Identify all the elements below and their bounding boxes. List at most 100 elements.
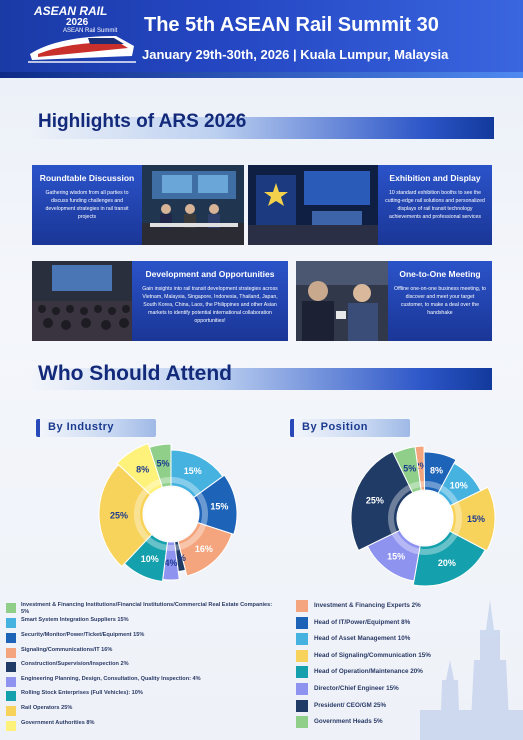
- legend-label: Construction/Supervision/Inspection 2%: [21, 661, 129, 668]
- card-roundtable: Roundtable Discussion Gathering wisdom f…: [32, 165, 244, 245]
- legend-swatch: [6, 633, 16, 643]
- legend-item: Head of Signaling/Communication 15%: [296, 649, 486, 662]
- pie-slice: [412, 530, 486, 587]
- legend-swatch: [296, 600, 308, 612]
- logo-title: ASEAN RAIL: [34, 4, 108, 18]
- legend-item: Signaling/Communications/IT 16%: [6, 647, 276, 658]
- legend-swatch: [6, 603, 16, 613]
- attend-heading-text: Who Should Attend: [38, 362, 233, 385]
- legend-label: Rolling Stock Enterprises (Full Vehicles…: [21, 690, 143, 697]
- legend-label: Head of Operation/Maintenance 20%: [314, 668, 423, 676]
- legend-item: Head of IT/Power/Equipment 8%: [296, 616, 486, 629]
- legend-item: Rail Operators 25%: [6, 705, 276, 716]
- card-description: Offline one-on-one business meeting, to …: [394, 286, 486, 317]
- card-panel: Exhibition and Display 10 standard exhib…: [378, 165, 492, 245]
- legend-swatch: [296, 716, 308, 729]
- legend-label: President/ CEO/GM 25%: [314, 701, 387, 709]
- legend-swatch: [6, 676, 16, 687]
- pie-slice: [350, 450, 414, 552]
- legend-swatch: [296, 682, 308, 695]
- card-panel: Roundtable Discussion Gathering wisdom f…: [32, 165, 142, 245]
- legend-label: Rail Operators 25%: [21, 704, 73, 711]
- industry-legend: Investment & Financing Institutions/Fina…: [6, 602, 276, 734]
- attend-heading: Who Should Attend: [30, 362, 492, 390]
- legend-item: Smart System Integration Suppliers 15%: [6, 617, 276, 629]
- legend-item: Construction/Supervision/Inspection 2%: [6, 661, 276, 673]
- card-title: Exhibition and Display: [389, 173, 481, 183]
- legend-item: Director/Chief Engineer 15%: [296, 682, 486, 695]
- card-one-to-one: One-to-One Meeting Offline one-on-one bu…: [296, 261, 492, 341]
- page-title: The 5th ASEAN Rail Summit 30: [144, 14, 439, 36]
- legend-item: Investment & Financing Institutions/Fina…: [6, 602, 276, 615]
- slice-label: 15%: [210, 501, 228, 511]
- legend-item: Investment & Financing Experts 2%: [296, 600, 486, 612]
- legend-swatch: [296, 666, 308, 679]
- slice-label: 8%: [430, 465, 443, 475]
- legend-label: Director/Chief Engineer 15%: [314, 684, 399, 692]
- legend-label: Head of Signaling/Communication 15%: [314, 651, 431, 659]
- legend-label: Signaling/Communications/IT 16%: [21, 646, 113, 653]
- pie-slice: [116, 442, 163, 496]
- slice-label: 5%: [403, 463, 416, 473]
- pie-slice: [177, 522, 233, 577]
- logo-subtitle: ASEAN Rail Summit: [63, 28, 118, 34]
- card-title: Development and Opportunities: [145, 269, 275, 279]
- by-industry-label: By Industry: [36, 419, 156, 437]
- slice-label: 5%: [157, 459, 170, 469]
- legend-swatch: [6, 720, 16, 731]
- card-development: Development and Opportunities Gain insig…: [32, 261, 288, 341]
- legend-item: Government Heads 5%: [296, 716, 486, 729]
- highlights-heading: Highlights of ARS 2026: [30, 111, 494, 139]
- legend-swatch: [6, 647, 16, 658]
- legend-label: Investment & Financing Institutions/Fina…: [21, 602, 273, 615]
- card-description: Gathering wisdom from all parties to dis…: [45, 190, 129, 221]
- legend-label: Investment & Financing Experts 2%: [314, 602, 421, 609]
- position-legend: Investment & Financing Experts 2% Head of…: [296, 600, 486, 733]
- slice-label: 15%: [184, 466, 202, 476]
- legend-item: Head of Operation/Maintenance 20%: [296, 666, 486, 679]
- slice-label: 8%: [136, 464, 149, 474]
- legend-item: Engineering Planning, Design, Consultati…: [6, 676, 276, 687]
- legend-swatch: [296, 649, 308, 662]
- conference-photo: [32, 261, 132, 341]
- heading-bar: [30, 368, 492, 390]
- legend-item: Head of Asset Management 10%: [296, 633, 486, 646]
- heading-bar: [30, 117, 494, 139]
- slice-label: 2%: [415, 461, 428, 471]
- legend-label: Engineering Planning, Design, Consultati…: [21, 675, 201, 682]
- slice-label: 2%: [173, 553, 186, 563]
- card-description: 10 standard exhibition booths to see the…: [385, 190, 485, 221]
- legend-label: Government Authorities 8%: [21, 719, 95, 726]
- slice-label: 10%: [141, 554, 159, 564]
- legend-swatch: [296, 699, 308, 712]
- highlights-heading-text: Highlights of ARS 2026: [38, 111, 247, 132]
- legend-item: President/ CEO/GM 25%: [296, 699, 486, 712]
- legend-label: Government Heads 5%: [314, 718, 383, 726]
- donut-ring: [388, 481, 462, 555]
- legend-swatch: [296, 616, 308, 629]
- legend-swatch: [6, 618, 16, 629]
- slice-label: 15%: [467, 514, 485, 524]
- pie-slice: [392, 446, 422, 494]
- legend-swatch: [6, 691, 16, 702]
- legend-item: Rolling Stock Enterprises (Full Vehicles…: [6, 690, 276, 702]
- donut-hole: [144, 487, 198, 541]
- donut-ring: [134, 477, 208, 551]
- legend-swatch: [296, 633, 308, 646]
- slice-label: 10%: [450, 480, 468, 490]
- industry-donut-chart: 5% 15% 15% 16% 2%4% 10% 25% 8%: [98, 442, 238, 583]
- card-panel: Development and Opportunities Gain insig…: [132, 261, 288, 341]
- pie-slice: [192, 474, 238, 536]
- logo-year: 2026: [66, 17, 89, 28]
- legend-label: Head of IT/Power/Equipment 8%: [314, 618, 411, 626]
- position-donut-chart: 2% 8% 10% 15% 20% 15% 25% 5%: [350, 445, 496, 587]
- header-banner: ASEAN RAIL 2026 ASEAN Rail Summit The 5t…: [0, 0, 523, 78]
- legend-item: Government Authorities 8%: [6, 720, 276, 731]
- card-title: Roundtable Discussion: [39, 173, 135, 183]
- page-subtitle: January 29th-30th, 2026 | Kuala Lumpur, …: [142, 47, 449, 62]
- by-position-label: By Position: [290, 419, 410, 437]
- tower-silhouette: [420, 600, 523, 740]
- legend-swatch: [6, 705, 16, 716]
- roundtable-photo: [142, 165, 244, 245]
- legend-label: Head of Asset Management 10%: [314, 635, 411, 643]
